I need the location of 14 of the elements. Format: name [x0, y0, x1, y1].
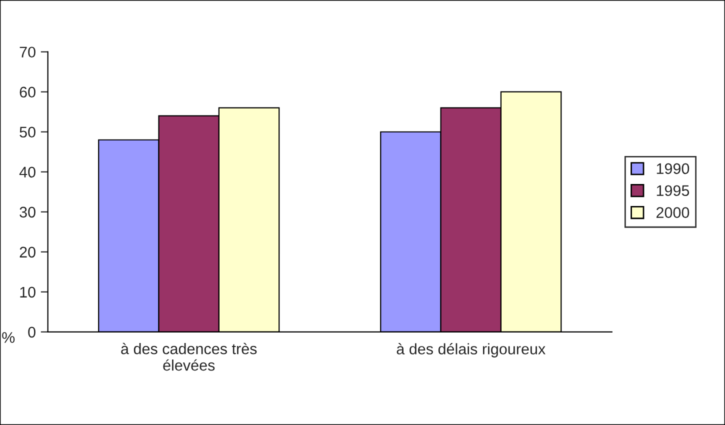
- y-axis-title: %: [2, 332, 15, 343]
- x-tick-label: à des délais rigoureux: [396, 343, 546, 358]
- legend-label: 2000: [656, 207, 690, 218]
- y-tick-label: 0: [28, 326, 36, 338]
- y-tick-label: 40: [19, 166, 36, 178]
- legend-label: 1990: [656, 163, 690, 174]
- y-tick-label: 30: [20, 206, 36, 218]
- legend-label: 1995: [656, 185, 690, 196]
- y-tick-label: 20: [20, 246, 36, 258]
- y-tick-label: 60: [20, 86, 36, 98]
- y-tick-label: 50: [20, 126, 36, 138]
- x-tick-label: à des cadences très élevées: [121, 342, 257, 371]
- y-tick-label: 10: [20, 286, 36, 298]
- y-tick-label: 70: [20, 46, 36, 58]
